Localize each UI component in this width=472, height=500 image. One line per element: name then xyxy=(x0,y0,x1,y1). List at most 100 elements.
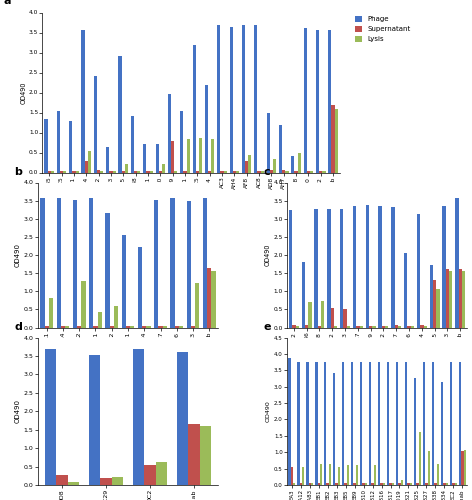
Bar xyxy=(334,326,337,328)
Bar xyxy=(380,484,383,485)
Bar xyxy=(347,326,350,328)
Bar xyxy=(184,170,186,172)
Bar xyxy=(307,170,310,172)
Bar xyxy=(428,450,430,485)
Bar xyxy=(433,280,436,328)
Bar xyxy=(245,162,248,172)
Bar xyxy=(254,26,257,172)
Bar xyxy=(389,484,392,485)
Bar xyxy=(446,484,448,485)
Bar xyxy=(374,464,376,485)
Bar xyxy=(186,138,190,172)
Bar xyxy=(392,484,394,485)
Bar xyxy=(84,160,88,172)
Bar xyxy=(98,312,102,328)
Bar xyxy=(416,484,419,485)
Bar xyxy=(114,306,118,328)
Bar xyxy=(44,326,49,328)
Bar xyxy=(298,152,301,172)
Bar xyxy=(450,362,452,485)
Bar xyxy=(395,324,398,328)
Bar xyxy=(100,478,112,485)
Bar xyxy=(143,144,146,172)
Bar xyxy=(57,110,60,172)
Bar xyxy=(340,208,344,328)
Bar xyxy=(242,26,245,172)
Bar xyxy=(220,170,224,172)
Bar xyxy=(67,482,79,485)
Bar xyxy=(170,198,175,328)
Bar xyxy=(327,484,329,485)
Bar xyxy=(423,362,425,485)
Bar xyxy=(330,308,334,328)
Bar xyxy=(150,170,153,172)
Bar xyxy=(106,146,110,172)
Bar xyxy=(133,350,144,485)
Bar xyxy=(156,462,167,485)
Bar xyxy=(82,30,84,172)
Y-axis label: OD490: OD490 xyxy=(266,400,271,422)
Bar xyxy=(302,467,304,485)
Bar xyxy=(314,208,318,328)
Bar xyxy=(414,378,416,485)
Bar xyxy=(371,484,374,485)
Bar xyxy=(207,268,211,328)
Bar xyxy=(73,200,77,328)
Bar xyxy=(144,464,156,485)
Bar xyxy=(195,284,199,328)
Bar xyxy=(248,154,252,172)
Bar xyxy=(354,484,356,485)
Bar xyxy=(321,302,324,328)
Bar xyxy=(159,170,162,172)
Bar xyxy=(452,484,455,485)
Bar xyxy=(320,464,322,485)
Bar xyxy=(391,207,395,328)
Bar xyxy=(398,326,401,328)
Y-axis label: OD490: OD490 xyxy=(264,244,270,266)
Bar xyxy=(233,170,236,172)
Bar xyxy=(211,138,214,172)
Bar xyxy=(295,326,299,328)
Text: b: b xyxy=(14,166,22,176)
Bar xyxy=(110,170,112,172)
Bar xyxy=(436,290,439,328)
Bar xyxy=(193,46,196,172)
Bar xyxy=(356,326,360,328)
Bar xyxy=(327,208,330,328)
Bar xyxy=(112,477,123,485)
Bar xyxy=(76,170,79,172)
Bar xyxy=(163,326,167,328)
Bar xyxy=(365,484,367,485)
Bar xyxy=(316,30,319,172)
Bar xyxy=(319,170,322,172)
Bar xyxy=(146,326,151,328)
Bar xyxy=(205,86,208,172)
Bar xyxy=(180,110,184,172)
Bar xyxy=(329,464,331,485)
Text: c: c xyxy=(263,166,270,176)
Bar xyxy=(455,198,459,328)
Bar xyxy=(279,124,282,172)
Bar xyxy=(462,272,465,328)
Bar xyxy=(396,362,398,485)
Bar xyxy=(188,424,200,485)
Bar xyxy=(437,464,439,485)
Bar xyxy=(270,170,273,172)
Bar xyxy=(77,326,81,328)
Bar xyxy=(461,450,464,485)
Bar xyxy=(385,326,388,328)
Bar xyxy=(342,362,345,485)
Y-axis label: OD490: OD490 xyxy=(15,243,21,267)
Bar xyxy=(94,76,97,172)
Bar xyxy=(344,310,347,328)
Bar xyxy=(407,484,410,485)
Bar xyxy=(261,170,264,172)
Bar xyxy=(387,362,389,485)
Bar xyxy=(333,373,336,485)
Bar xyxy=(72,170,76,172)
Bar xyxy=(401,480,403,485)
Bar xyxy=(405,362,407,485)
Bar xyxy=(335,110,338,172)
Bar xyxy=(236,170,239,172)
Bar xyxy=(310,170,313,172)
